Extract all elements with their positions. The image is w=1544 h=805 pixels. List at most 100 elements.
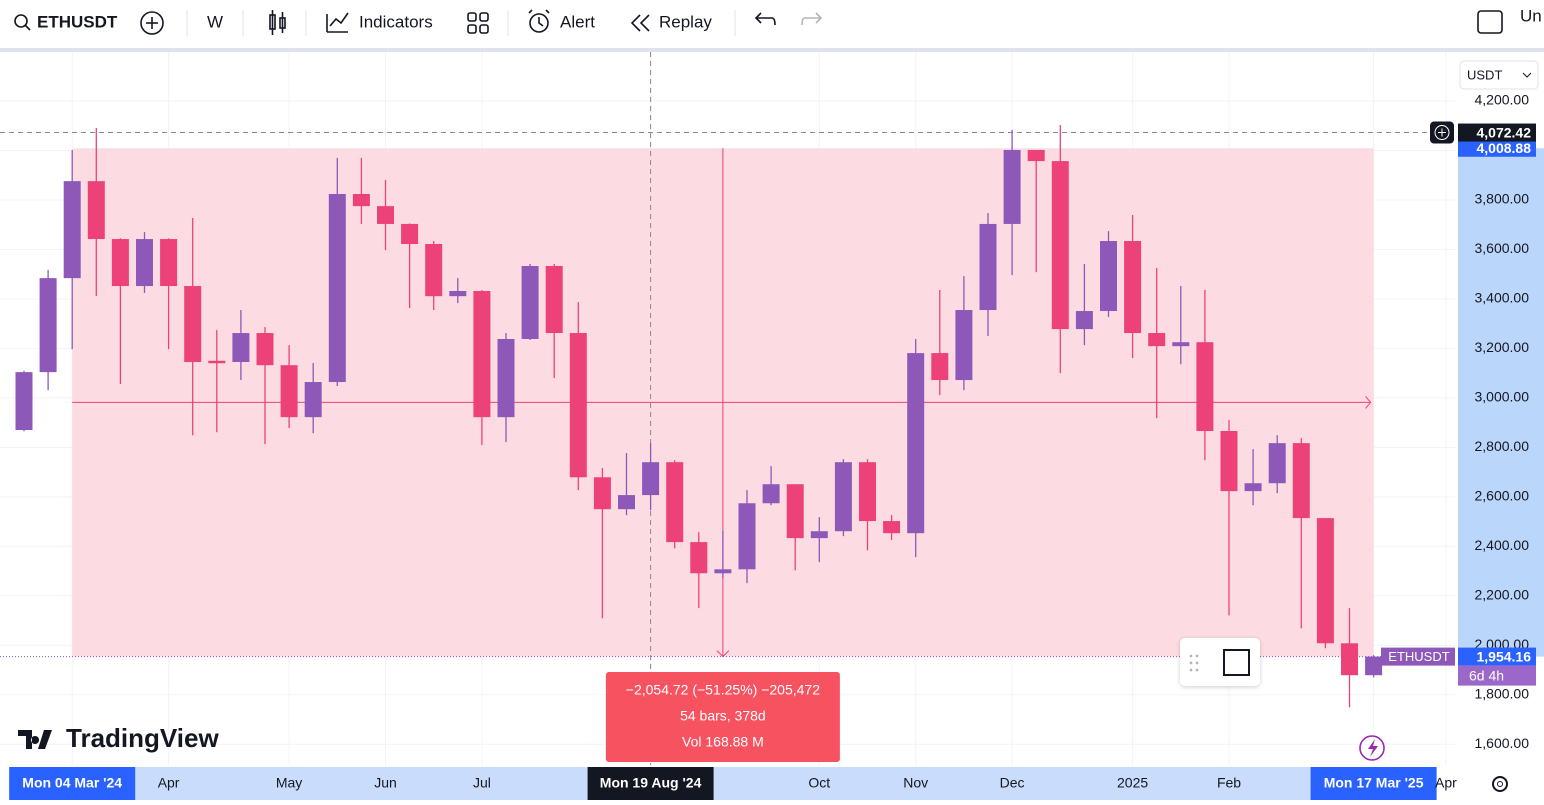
candle-body [1100, 241, 1117, 312]
price-axis: 1,600.001,800.002,000.002,200.002,400.00… [1455, 52, 1544, 765]
settings-button-hub [1497, 781, 1503, 787]
replay-button[interactable]: Replay [630, 12, 712, 32]
candle-body [1051, 161, 1069, 330]
candle-body [208, 360, 226, 364]
x-tick-label: Nov [903, 775, 928, 791]
currency-select[interactable] [1459, 60, 1539, 90]
layouts-button[interactable] [467, 12, 489, 34]
alert-label[interactable]: Alert [560, 12, 595, 31]
candle-body [87, 181, 105, 240]
drag-handle-dot [1195, 668, 1199, 672]
lightning-icon [1368, 739, 1378, 757]
symbol-search[interactable]: ETHUSDT [14, 12, 118, 31]
y-tick-label: 4,200.00 [1475, 92, 1530, 108]
currency-chevron [1522, 72, 1532, 78]
x-tick-label: Mon 19 Aug '24 [600, 775, 702, 791]
candle-body [184, 286, 202, 362]
candle-body [304, 382, 322, 418]
range-label-change: −2,054.72 (−51.25%) −205,472 [626, 682, 820, 698]
range-label-volume: Vol 168.88 M [682, 734, 764, 750]
candle-body [232, 333, 250, 362]
candle-body [1003, 149, 1021, 224]
candle-body [1316, 518, 1334, 644]
candle-body [545, 265, 563, 334]
redo-button[interactable] [801, 12, 823, 26]
crosshair-plus-icon [1434, 125, 1450, 141]
current-price: 1,954.16 [1477, 648, 1532, 664]
candle-body [1341, 643, 1358, 676]
candle-body [1124, 241, 1142, 334]
candle-body [979, 223, 997, 311]
layout-button[interactable] [1477, 10, 1503, 34]
time-axis: Mon 04 Mar '24 Apr May Jun Jul Mon 19 Aug '24… [0, 765, 1544, 800]
rectangle-tool[interactable] [1223, 649, 1250, 676]
layout-name[interactable]: Un [1520, 6, 1542, 25]
candle-body [1244, 483, 1262, 492]
range-top-price-box [1458, 139, 1536, 157]
crosshair-price: 4,072.42 [1477, 124, 1532, 140]
y-tick-label: 2,800.00 [1475, 438, 1530, 454]
x-tick-label: 2025 [1117, 775, 1148, 791]
candle-body [136, 239, 153, 287]
candle-body [690, 542, 708, 574]
indicators-label[interactable]: Indicators [359, 12, 433, 31]
interval[interactable]: W [207, 12, 223, 31]
lightning-button[interactable] [1359, 735, 1385, 761]
drag-handle-dot [1195, 661, 1199, 665]
indicators-button[interactable]: Indicators [326, 12, 433, 33]
candle-body [160, 239, 178, 287]
x-tick-label: May [276, 775, 302, 791]
drag-handle-dot [1195, 654, 1199, 658]
chart-type-button[interactable] [269, 10, 286, 35]
candle-body [738, 503, 756, 570]
candle-body [618, 495, 635, 510]
candle-body [955, 310, 973, 381]
undo-button[interactable] [754, 12, 776, 26]
x-tick-label: Jul [473, 775, 491, 791]
candle-body [39, 278, 57, 373]
compare-button[interactable] [140, 11, 164, 35]
countdown-box [1458, 665, 1536, 686]
y-tick-label: 3,200.00 [1475, 339, 1530, 355]
candle-body [425, 243, 443, 297]
candle-body [931, 353, 949, 381]
candle-body [15, 372, 33, 431]
candle-body [762, 484, 780, 504]
candle-body [473, 290, 491, 418]
range-arrow-head [1365, 396, 1372, 409]
drag-handle-dot [1189, 668, 1193, 672]
x-tick-label: Jun [374, 775, 397, 791]
plot-area: −2,054.72 (−51.25%) −205,472 54 bars, 378… [0, 52, 1455, 765]
y-tick-label: 3,800.00 [1475, 191, 1530, 207]
symbol[interactable]: ETHUSDT [37, 12, 118, 31]
settings-button[interactable] [1492, 776, 1508, 792]
candle-body [642, 462, 660, 496]
y-tick-label: 2,600.00 [1475, 488, 1530, 504]
currency: USDT [1467, 67, 1502, 82]
candle-body [1268, 443, 1286, 484]
y-tick-label: 3,600.00 [1475, 240, 1530, 256]
alert-button[interactable]: Alert [528, 9, 595, 33]
symbol-label: ETHUSDT [1388, 649, 1449, 664]
brand-name: TradingView [66, 723, 219, 753]
y-tick-label: 3,400.00 [1475, 290, 1530, 306]
candle-body [111, 239, 129, 287]
brand-logo [18, 730, 52, 749]
y-tick-label: 3,000.00 [1475, 389, 1530, 405]
range-label-bars: 54 bars, 378d [680, 708, 766, 724]
x-tick-label: Feb [1217, 775, 1241, 791]
candle-body [883, 521, 901, 534]
candle-body [834, 462, 852, 532]
candle-body [907, 353, 925, 534]
candle-body [63, 181, 81, 279]
x-tick-label: Dec [1000, 775, 1025, 791]
candle-body [1027, 149, 1045, 162]
replay-label[interactable]: Replay [659, 12, 712, 31]
countdown: 6d 4h [1469, 667, 1504, 683]
toolbar [0, 0, 1544, 48]
candle-body [401, 223, 419, 244]
candle-body [786, 484, 804, 539]
price-range-highlight [1458, 148, 1544, 657]
candle-body [1365, 656, 1383, 676]
